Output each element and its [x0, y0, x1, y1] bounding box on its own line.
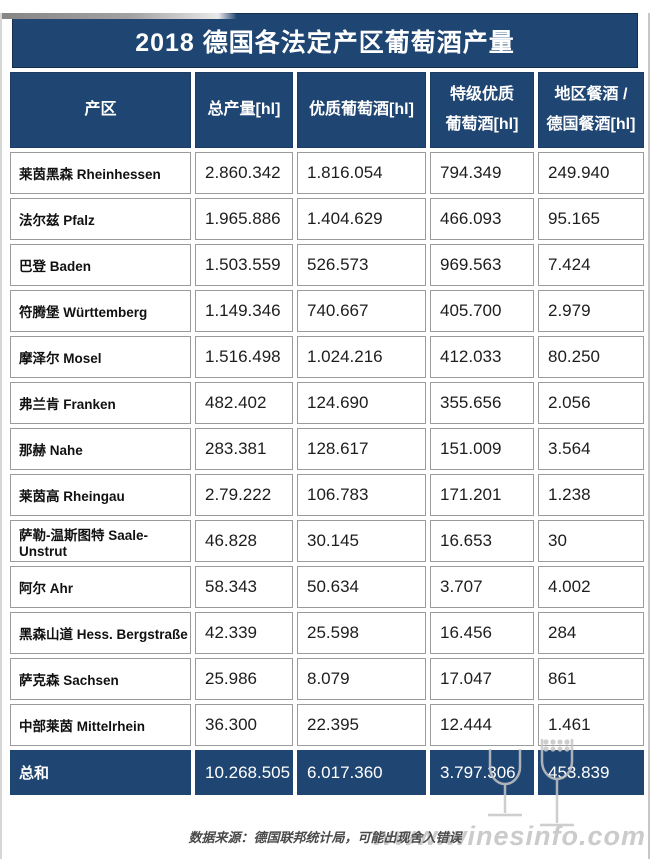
value-cell: 2.79.222 — [195, 474, 293, 516]
column-header-total-production: 总产量[hl] — [195, 72, 293, 148]
value-cell: 171.201 — [430, 474, 534, 516]
value-cell: 25.598 — [297, 612, 426, 654]
value-cell: 3.707 — [430, 566, 534, 608]
region-cell: 莱茵黑森 Rheinhessen — [10, 152, 191, 194]
region-cell: 黑森山道 Hess. Bergstraße — [10, 612, 191, 654]
value-cell: 1.503.559 — [195, 244, 293, 286]
data-source-note: 数据来源：德国联邦统计局，可能出现舍入错误 — [188, 830, 462, 845]
value-cell: 969.563 — [430, 244, 534, 286]
value-cell: 2.056 — [538, 382, 644, 424]
value-cell: 50.634 — [297, 566, 426, 608]
value-cell: 4.002 — [538, 566, 644, 608]
table-row: 那赫 Nahe 283.381 128.617 151.009 3.564 — [10, 428, 644, 470]
region-cell: 那赫 Nahe — [10, 428, 191, 470]
table-header-row: 产区 总产量[hl] 优质葡萄酒[hl] 特级优质 葡萄酒[hl] 地区餐酒 /… — [10, 72, 644, 148]
table-row: 摩泽尔 Mosel 1.516.498 1.024.216 412.033 80… — [10, 336, 644, 378]
value-cell: 2.979 — [538, 290, 644, 332]
value-cell: 25.986 — [195, 658, 293, 700]
value-cell: 861 — [538, 658, 644, 700]
value-cell: 42.339 — [195, 612, 293, 654]
region-cell: 中部莱茵 Mittelrhein — [10, 704, 191, 746]
value-cell: 7.424 — [538, 244, 644, 286]
value-cell: 124.690 — [297, 382, 426, 424]
value-cell: 58.343 — [195, 566, 293, 608]
table-row: 黑森山道 Hess. Bergstraße 42.339 25.598 16.4… — [10, 612, 644, 654]
value-cell: 355.656 — [430, 382, 534, 424]
total-value-cell: 6.017.360 — [297, 750, 426, 795]
value-cell: 16.456 — [430, 612, 534, 654]
value-cell: 1.238 — [538, 474, 644, 516]
value-cell: 249.940 — [538, 152, 644, 194]
column-header-premium-wine: 特级优质 葡萄酒[hl] — [430, 72, 534, 148]
column-header-quality-wine: 优质葡萄酒[hl] — [297, 72, 426, 148]
value-cell: 1.461 — [538, 704, 644, 746]
region-cell: 莱茵高 Rheingau — [10, 474, 191, 516]
value-cell: 46.828 — [195, 520, 293, 562]
table-row: 弗兰肯 Franken 482.402 124.690 355.656 2.05… — [10, 382, 644, 424]
value-cell: 8.079 — [297, 658, 426, 700]
value-cell: 466.093 — [430, 198, 534, 240]
value-cell: 794.349 — [430, 152, 534, 194]
table-row: 符腾堡 Württemberg 1.149.346 740.667 405.70… — [10, 290, 644, 332]
value-cell: 128.617 — [297, 428, 426, 470]
region-cell: 弗兰肯 Franken — [10, 382, 191, 424]
total-value-cell: 3.797.306 — [430, 750, 534, 795]
value-cell: 3.564 — [538, 428, 644, 470]
value-cell: 80.250 — [538, 336, 644, 378]
total-label-cell: 总和 — [10, 750, 191, 795]
value-cell: 16.653 — [430, 520, 534, 562]
value-cell: 22.395 — [297, 704, 426, 746]
value-cell: 284 — [538, 612, 644, 654]
value-cell: 95.165 — [538, 198, 644, 240]
top-edge-strip — [2, 13, 237, 19]
value-cell: 1.516.498 — [195, 336, 293, 378]
page-title: 2018 德国各法定产区葡萄酒产量 — [12, 13, 638, 68]
table-row: 萨克森 Sachsen 25.986 8.079 17.047 861 — [10, 658, 644, 700]
region-cell: 巴登 Baden — [10, 244, 191, 286]
table-row: 法尔兹 Pfalz 1.965.886 1.404.629 466.093 95… — [10, 198, 644, 240]
value-cell: 740.667 — [297, 290, 426, 332]
value-cell: 151.009 — [430, 428, 534, 470]
table-row: 巴登 Baden 1.503.559 526.573 969.563 7.424 — [10, 244, 644, 286]
value-cell: 526.573 — [297, 244, 426, 286]
table-row: 萨勒-温斯图特 Saale-Unstrut 46.828 30.145 16.6… — [10, 520, 644, 562]
page-title-text: 2018 德国各法定产区葡萄酒产量 — [135, 28, 515, 57]
value-cell: 30.145 — [297, 520, 426, 562]
column-header-table-wine: 地区餐酒 / 德国餐酒[hl] — [538, 72, 644, 148]
value-cell: 30 — [538, 520, 644, 562]
value-cell: 36.300 — [195, 704, 293, 746]
table-row: 莱茵高 Rheingau 2.79.222 106.783 171.201 1.… — [10, 474, 644, 516]
value-cell: 17.047 — [430, 658, 534, 700]
value-cell: 2.860.342 — [195, 152, 293, 194]
column-header-region: 产区 — [10, 72, 191, 148]
region-cell: 阿尔 Ahr — [10, 566, 191, 608]
region-cell: 萨克森 Sachsen — [10, 658, 191, 700]
table-row: 中部莱茵 Mittelrhein 36.300 22.395 12.444 1.… — [10, 704, 644, 746]
value-cell: 482.402 — [195, 382, 293, 424]
value-cell: 1.024.216 — [297, 336, 426, 378]
region-cell: 法尔兹 Pfalz — [10, 198, 191, 240]
value-cell: 412.033 — [430, 336, 534, 378]
value-cell: 1.816.054 — [297, 152, 426, 194]
wine-glasses-icon — [488, 739, 574, 827]
value-cell: 1.965.886 — [195, 198, 293, 240]
region-cell: 萨勒-温斯图特 Saale-Unstrut — [10, 520, 191, 562]
value-cell: 1.404.629 — [297, 198, 426, 240]
value-cell: 1.149.346 — [195, 290, 293, 332]
region-cell: 符腾堡 Württemberg — [10, 290, 191, 332]
table-total-row: 总和 10.268.505 6.017.360 3.797.306 453.83… — [10, 750, 644, 795]
table-row: 阿尔 Ahr 58.343 50.634 3.707 4.002 — [10, 566, 644, 608]
value-cell: 405.700 — [430, 290, 534, 332]
region-cell: 摩泽尔 Mosel — [10, 336, 191, 378]
value-cell: 106.783 — [297, 474, 426, 516]
value-cell: 12.444 — [430, 704, 534, 746]
table-row: 莱茵黑森 Rheinhessen 2.860.342 1.816.054 794… — [10, 152, 644, 194]
total-value-cell: 10.268.505 — [195, 750, 293, 795]
value-cell: 283.381 — [195, 428, 293, 470]
